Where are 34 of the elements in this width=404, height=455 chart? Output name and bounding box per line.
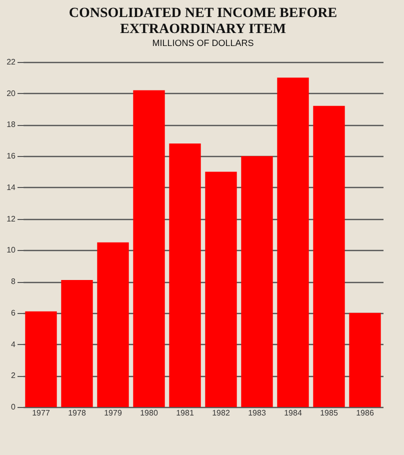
x-tick-label: 1980 bbox=[140, 408, 158, 418]
bar bbox=[133, 90, 165, 407]
x-tick-label: 1984 bbox=[284, 408, 302, 418]
y-tick-label: 6 bbox=[11, 308, 16, 318]
x-tick-label: 1985 bbox=[320, 408, 338, 418]
y-tick-label: 18 bbox=[6, 120, 16, 130]
x-tick-label: 1981 bbox=[176, 408, 194, 418]
y-tick-label: 8 bbox=[11, 277, 16, 286]
y-tick-label: 10 bbox=[6, 246, 16, 255]
y-tick-label: 22 bbox=[6, 58, 16, 66]
x-tick-label: 1983 bbox=[248, 408, 266, 418]
bar bbox=[61, 280, 93, 407]
y-tick-label: 12 bbox=[6, 214, 16, 224]
x-tick-label: 1978 bbox=[68, 408, 86, 418]
y-tick-label: 4 bbox=[11, 340, 16, 349]
y-tick-label: 2 bbox=[11, 371, 16, 380]
bar bbox=[313, 106, 345, 407]
x-tick-label: 1979 bbox=[104, 408, 122, 418]
y-tick-label: 14 bbox=[6, 182, 16, 192]
y-tick-label: 20 bbox=[6, 88, 16, 98]
bar bbox=[205, 172, 237, 407]
bar bbox=[349, 312, 381, 407]
chart-title: CONSOLIDATED NET INCOME BEFORE EXTRAORDINARY ITEM bbox=[68, 6, 338, 37]
chart-subtitle: MILLIONS OF DOLLARS bbox=[152, 38, 254, 48]
x-tick-label: 1986 bbox=[356, 408, 374, 418]
bar bbox=[277, 78, 309, 407]
bar bbox=[25, 311, 57, 407]
y-tick-label: 16 bbox=[6, 152, 16, 161]
bar bbox=[169, 144, 201, 407]
x-tick-label: 1982 bbox=[212, 408, 230, 418]
x-tick-label: 1977 bbox=[32, 408, 50, 418]
bar bbox=[97, 242, 129, 407]
y-tick-label: 0 bbox=[11, 402, 16, 412]
bar bbox=[241, 156, 273, 407]
